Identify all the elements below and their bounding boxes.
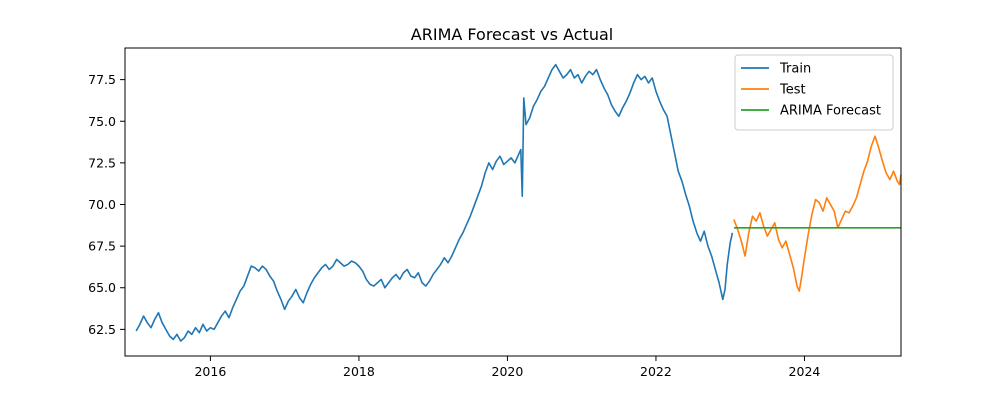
x-tick-label: 2022: [640, 364, 672, 379]
y-tick-label: 65.0: [88, 280, 116, 295]
y-tick-label: 67.5: [88, 239, 116, 254]
y-tick-label: 72.5: [88, 155, 116, 170]
x-tick-label: 2018: [343, 364, 375, 379]
y-tick-label: 62.5: [88, 322, 116, 337]
plot-area: [135, 63, 902, 342]
x-tick-label: 2024: [789, 364, 821, 379]
legend-label: Test: [779, 83, 806, 98]
x-tick-label: 2020: [492, 364, 524, 379]
y-axis: 62.5 65.0 67.5 70.0 72.5 75.0 77.5: [88, 72, 125, 337]
legend: Train Test ARIMA Forecast: [734, 54, 894, 131]
y-tick-label: 75.0: [88, 114, 116, 129]
plot-frame: [124, 47, 902, 357]
y-tick-label: 70.0: [88, 197, 116, 212]
legend-label: ARIMA Forecast: [780, 104, 881, 119]
x-tick-label: 2016: [194, 364, 226, 379]
series-line-train: [135, 63, 734, 342]
chart-title: ARIMA Forecast vs Actual: [411, 25, 613, 44]
series-line-test: [733, 135, 902, 292]
x-axis: 2016 2018 2020 2022 2024: [194, 356, 820, 379]
legend-box: [734, 54, 894, 131]
y-tick-label: 77.5: [88, 72, 116, 87]
legend-label: Train: [779, 62, 811, 77]
